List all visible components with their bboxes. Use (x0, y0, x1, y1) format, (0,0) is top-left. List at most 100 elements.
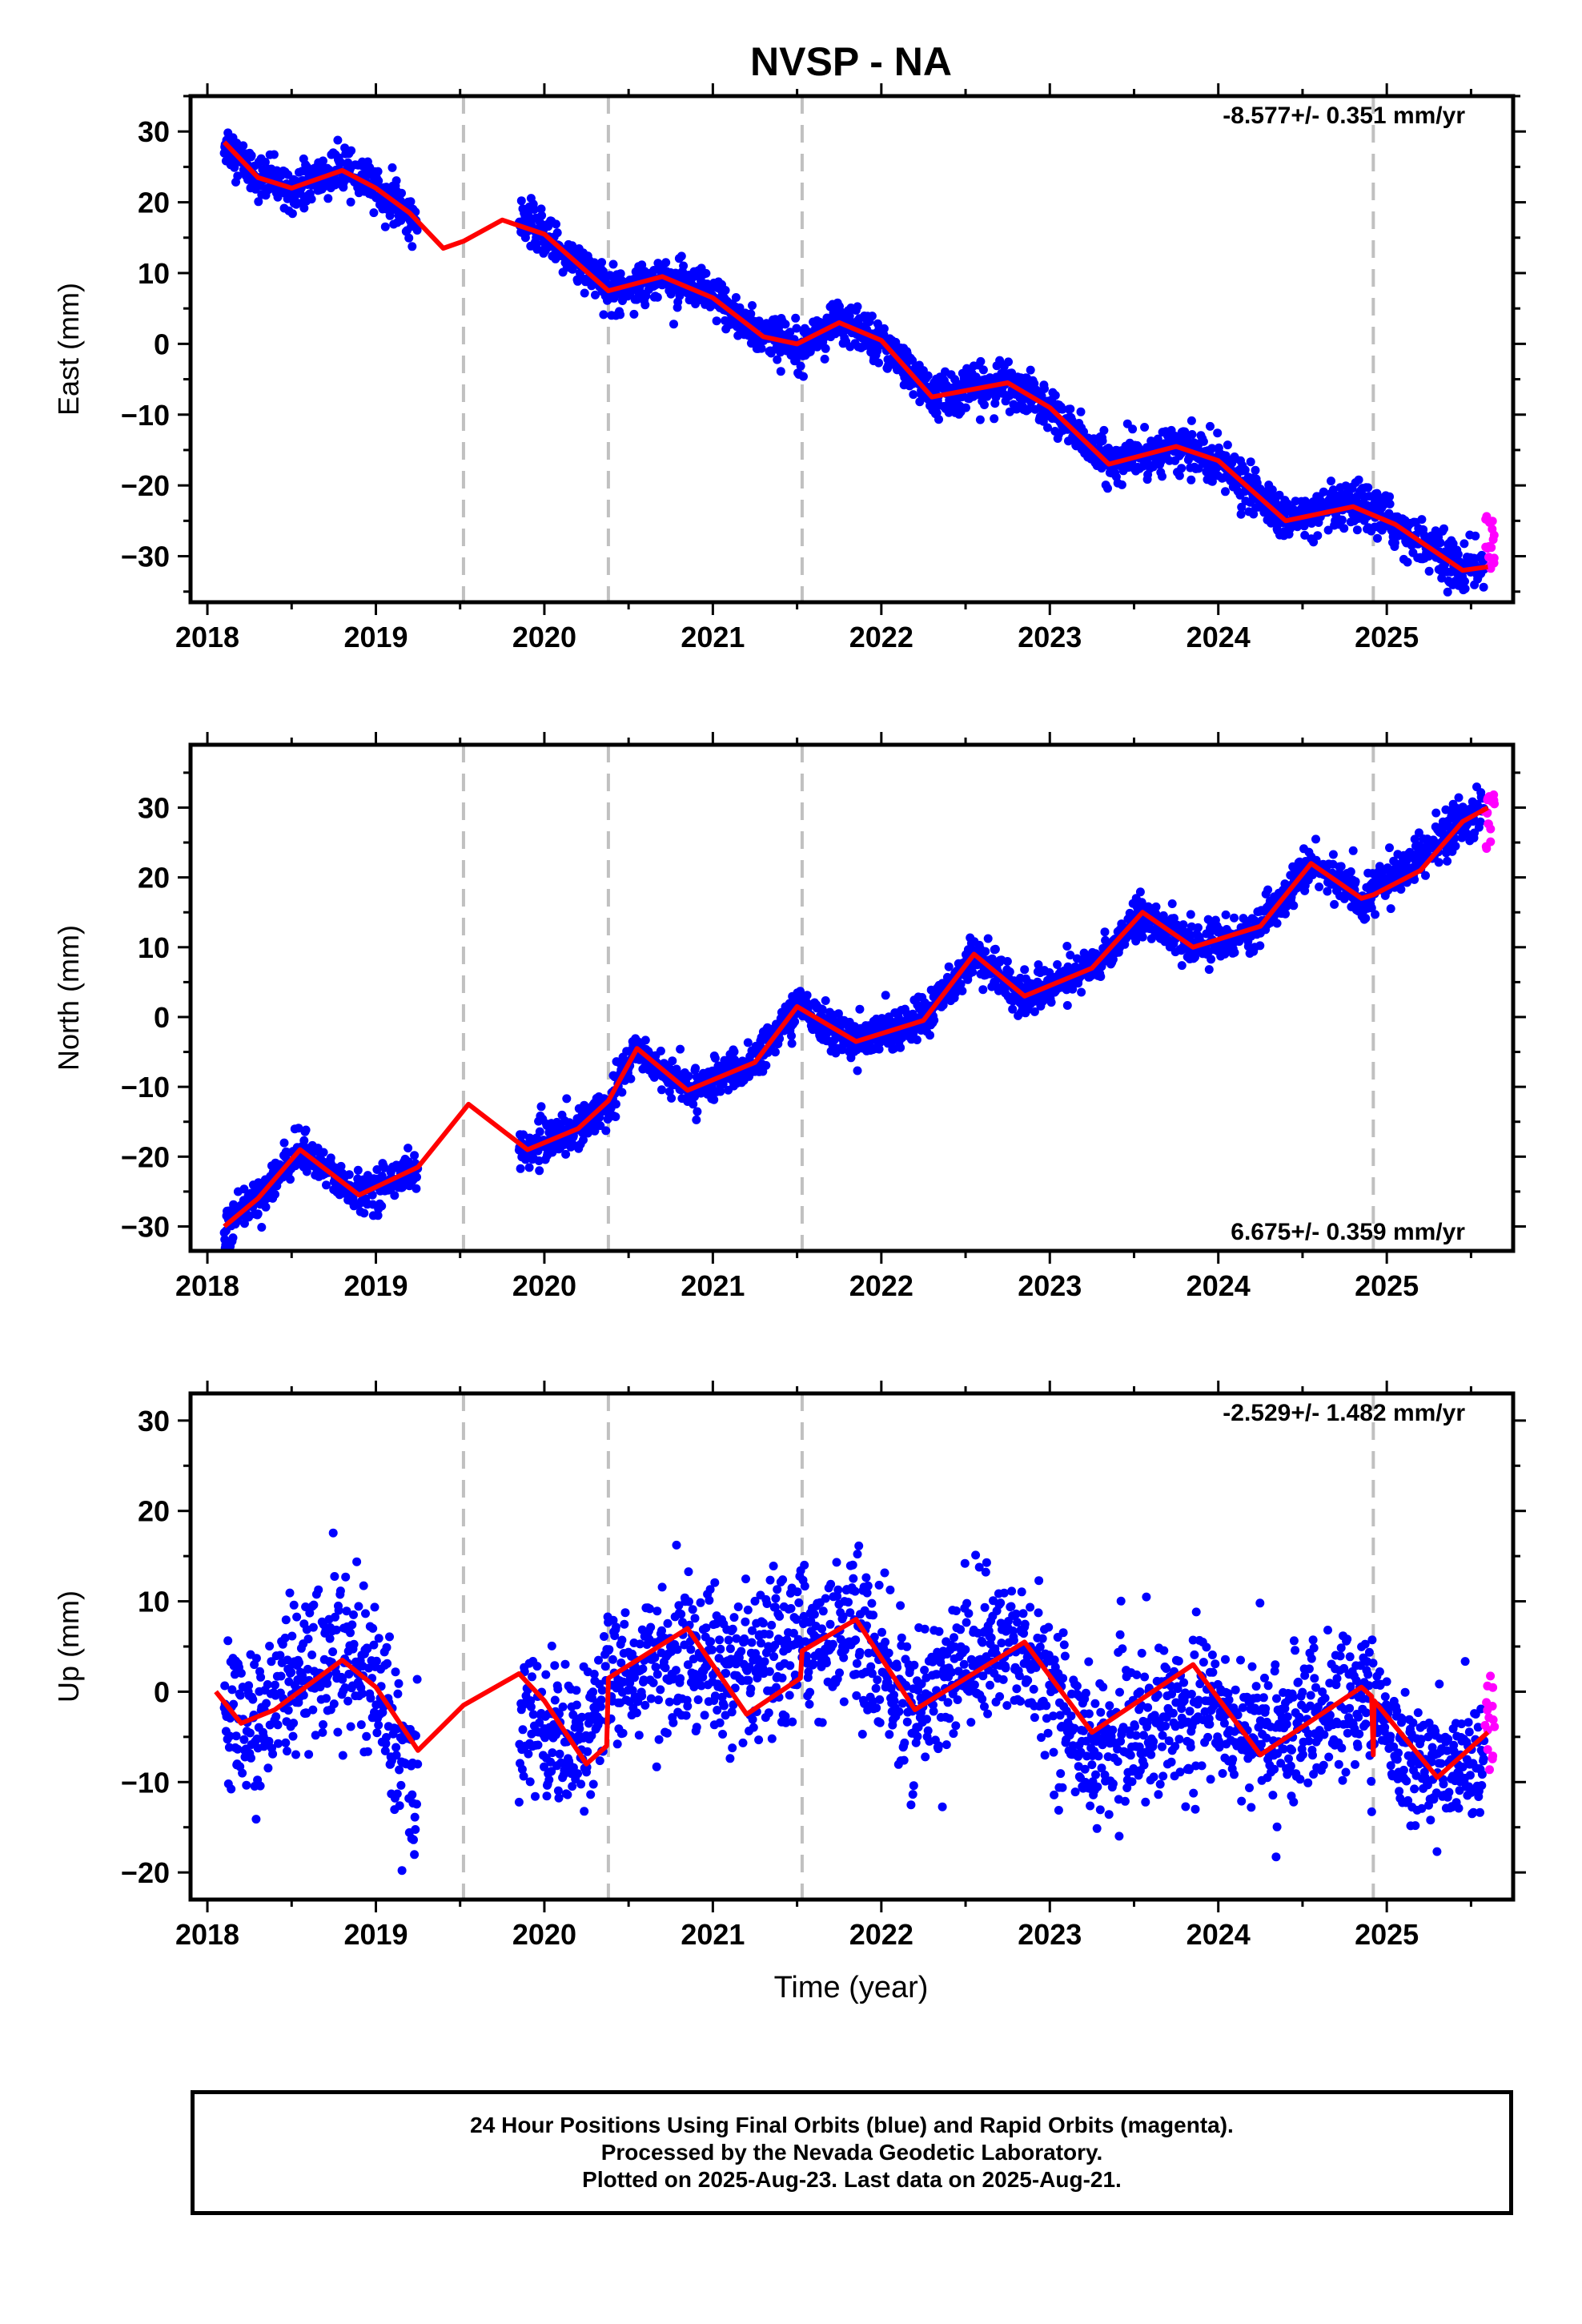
y-tick-label: −20 (121, 469, 170, 502)
data-point (253, 1209, 263, 1219)
data-point (1348, 846, 1358, 855)
data-point (1138, 932, 1147, 942)
data-point (261, 1202, 271, 1212)
data-point (573, 276, 583, 286)
data-point (397, 1866, 407, 1876)
data-point (874, 358, 883, 368)
data-point (359, 1581, 368, 1590)
final-orbits-series (219, 1528, 1500, 1876)
data-point (281, 1738, 291, 1747)
data-point (837, 1045, 847, 1055)
y-tick-label: −10 (121, 399, 170, 432)
data-point (391, 1743, 401, 1752)
rate-label: 6.675+/- 0.359 mm/yr (1231, 1219, 1465, 1245)
data-point (251, 1815, 261, 1824)
data-point (731, 293, 741, 302)
data-point (611, 1112, 620, 1121)
data-point (330, 1572, 339, 1581)
data-point (1002, 957, 1012, 966)
data-point (748, 301, 757, 310)
data-point (1371, 910, 1380, 919)
data-point (287, 1631, 297, 1641)
data-point (274, 1739, 283, 1748)
data-point (958, 986, 967, 995)
data-point (676, 1044, 685, 1054)
data-point (537, 211, 547, 220)
data-point (247, 151, 256, 160)
data-point (335, 1586, 345, 1596)
data-point (325, 1634, 335, 1643)
data-point (1108, 955, 1118, 964)
data-point (524, 1163, 534, 1172)
data-point (1346, 867, 1355, 876)
data-point (516, 1164, 525, 1173)
data-point (1066, 404, 1075, 414)
data-point (693, 1107, 702, 1116)
data-point (640, 300, 650, 310)
data-point (326, 1153, 335, 1163)
data-point (909, 390, 918, 400)
data-point (817, 1004, 827, 1014)
data-point (677, 251, 686, 261)
data-point (1336, 862, 1346, 871)
data-point (292, 1612, 302, 1622)
data-point (1403, 557, 1412, 567)
data-point (361, 1609, 370, 1618)
data-point (289, 1600, 299, 1610)
data-point (796, 361, 805, 371)
model-fit-line (222, 140, 1488, 573)
data-point (855, 1004, 865, 1014)
data-point (1319, 487, 1328, 497)
data-point (710, 1053, 720, 1063)
data-point (956, 979, 966, 989)
data-point (776, 367, 785, 376)
data-point (562, 1094, 572, 1104)
data-point (1128, 424, 1138, 434)
x-tick-label: 2020 (512, 1269, 576, 1302)
data-point (529, 205, 539, 214)
data-point (889, 1043, 898, 1053)
data-point (1289, 901, 1299, 911)
data-point (323, 194, 333, 203)
data-point (377, 1201, 387, 1211)
data-point (785, 328, 795, 337)
data-point (263, 1680, 272, 1689)
data-point (536, 204, 546, 214)
data-point (1443, 587, 1452, 597)
data-point (392, 1789, 402, 1799)
data-point (930, 1015, 939, 1025)
data-point (264, 1736, 274, 1746)
rapid-data-point (1486, 837, 1496, 846)
data-point (689, 1100, 698, 1109)
data-point (1396, 885, 1406, 894)
data-point (338, 1675, 347, 1684)
y-tick-label: −10 (121, 1071, 170, 1104)
data-point (359, 1208, 369, 1218)
data-point (1372, 489, 1382, 498)
model-fit-line (223, 805, 1489, 1228)
data-point (626, 1074, 636, 1084)
data-point (712, 316, 721, 326)
data-point (331, 1625, 341, 1634)
data-point (346, 1722, 355, 1731)
data-point (1023, 404, 1033, 414)
data-point (1008, 1004, 1018, 1014)
data-point (661, 258, 671, 267)
data-point (1437, 573, 1447, 583)
data-point (1354, 475, 1363, 485)
data-point (299, 203, 309, 213)
data-point (369, 208, 379, 218)
data-point (981, 947, 990, 956)
data-point (352, 1557, 362, 1566)
x-tick-label: 2019 (343, 1269, 408, 1302)
data-point (255, 1781, 265, 1791)
data-point (390, 1191, 400, 1200)
data-point (535, 1127, 544, 1136)
data-point (273, 1720, 283, 1730)
data-point (397, 188, 406, 198)
data-point (374, 176, 383, 186)
data-point (349, 1639, 359, 1649)
data-point (790, 1017, 800, 1027)
